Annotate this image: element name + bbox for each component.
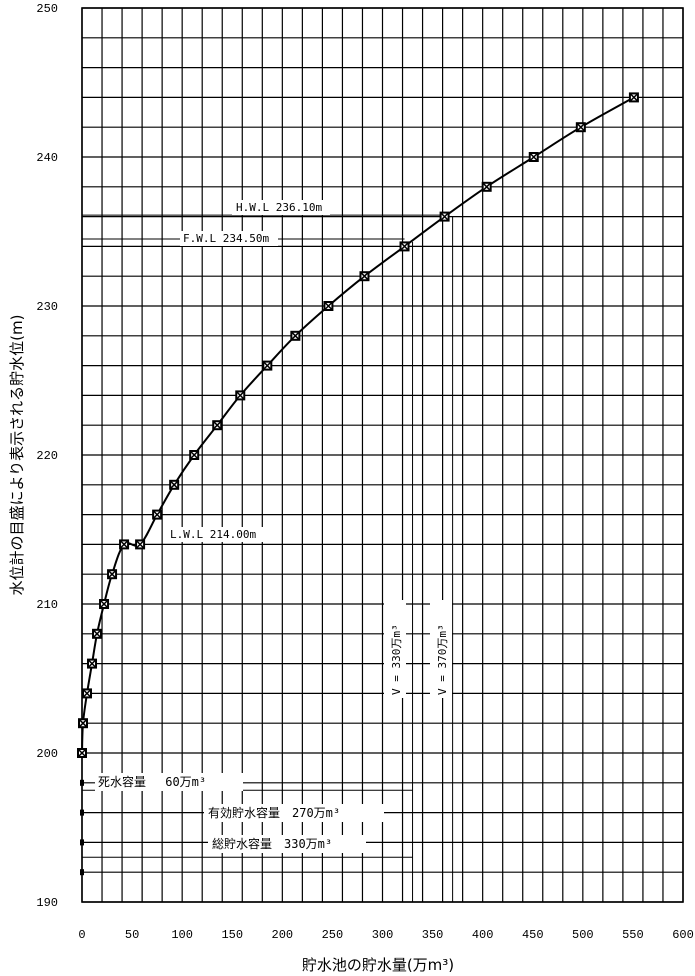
effective-storage-bg: [204, 804, 384, 822]
hwl-label-bg: [232, 200, 330, 215]
data-point-marker-cross: [107, 569, 117, 579]
data-point-marker-cross: [169, 480, 179, 490]
y-tick-label: 250: [36, 2, 58, 16]
y-tick-label: 200: [36, 747, 58, 761]
x-tick-label: 600: [672, 928, 694, 942]
data-point-marker-cross: [82, 688, 92, 698]
data-point-marker-cross: [87, 659, 97, 669]
x-tick-label: 300: [372, 928, 394, 942]
annotations: H.W.L 236.10m F.W.L 234.50m L.W.L 214.00…: [95, 200, 452, 853]
axis-marker: [80, 809, 84, 816]
data-point-marker-cross: [152, 510, 162, 520]
series-layer: [77, 92, 639, 876]
y-tick-label: 190: [36, 896, 58, 910]
lwl-label-bg: [167, 527, 279, 542]
x-tick-label: 350: [422, 928, 444, 942]
hwl-label: H.W.L 236.10m: [236, 201, 322, 214]
y-tick-label: 240: [36, 151, 58, 165]
v330-label: V = 330万m³: [390, 624, 403, 695]
effective-storage-label: 有効貯水容量 270万m³: [208, 805, 340, 820]
v330-label-bg: [384, 600, 406, 698]
x-tick-label: 200: [272, 928, 294, 942]
lwl-label: L.W.L 214.00m: [170, 528, 256, 541]
axis-marker: [80, 779, 84, 786]
y-tick-label: 220: [36, 449, 58, 463]
data-point-marker-cross: [119, 539, 129, 549]
tick-labels: 0 50 100 150 200 250 300 350 400 450 500 550 600 190 2…: [36, 2, 693, 942]
data-point-marker-cross: [440, 212, 450, 222]
data-point-marker-cross: [576, 122, 586, 132]
x-tick-label: 450: [522, 928, 544, 942]
x-tick-label: 50: [125, 928, 139, 942]
y-tick-label: 230: [36, 300, 58, 314]
dead-storage-label: 死水容量 60万m³: [98, 774, 206, 789]
v370-label-bg: [430, 600, 452, 698]
data-point-marker-cross: [359, 271, 370, 281]
fwl-label: F.W.L 234.50m: [183, 232, 269, 245]
data-point-marker-cross: [629, 92, 639, 102]
x-axis-title: 貯水池の貯水量(万m³): [302, 956, 454, 974]
x-tick-label: 500: [572, 928, 594, 942]
x-tick-label: 0: [78, 928, 85, 942]
fwl-label-bg: [180, 231, 278, 246]
data-point-marker-cross: [99, 599, 109, 609]
data-point-marker-cross: [482, 182, 492, 192]
v370-label: V = 370万m³: [436, 624, 449, 695]
data-point-marker-cross: [235, 390, 245, 400]
total-storage-bg: [208, 835, 366, 853]
x-tick-label: 250: [322, 928, 344, 942]
y-tick-label: 210: [36, 598, 58, 612]
axis-marker: [80, 839, 84, 846]
total-storage-label: 総貯水容量 330万m³: [212, 836, 332, 851]
data-point-marker-cross: [189, 450, 199, 460]
data-point-marker-cross: [92, 629, 102, 639]
data-point-marker-cross: [529, 152, 539, 162]
data-point-marker-cross: [78, 718, 88, 728]
data-point-marker-cross: [323, 301, 333, 311]
x-tick-label: 150: [221, 928, 243, 942]
dead-storage-bg: [95, 773, 243, 791]
data-point-marker-cross: [400, 241, 410, 251]
data-point-marker-cross: [262, 361, 272, 371]
x-tick-label: 400: [472, 928, 494, 942]
axis-marker: [80, 869, 84, 876]
data-point-marker-cross: [212, 420, 222, 430]
data-point-marker-cross: [290, 331, 300, 341]
data-point-marker-cross: [77, 748, 87, 758]
x-tick-label: 100: [171, 928, 193, 942]
guide-lines: [82, 214, 454, 902]
plot-frame: [81, 7, 684, 903]
grid-lines: [81, 7, 684, 903]
y-axis-title: 水位計の目盛により表示される貯水位(m): [8, 314, 26, 595]
x-tick-label: 550: [622, 928, 644, 942]
data-point-marker-cross: [135, 539, 145, 549]
